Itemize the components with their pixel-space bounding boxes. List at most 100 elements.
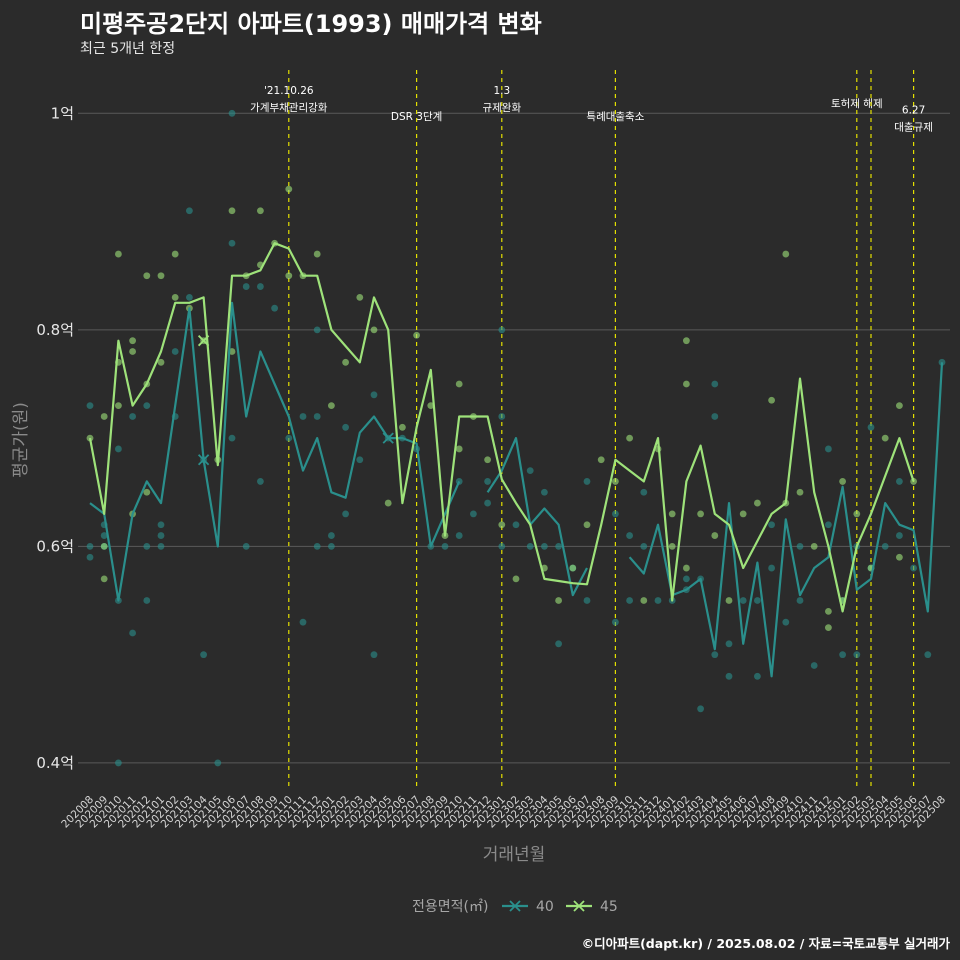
series-lines (88, 242, 944, 678)
legend-title: 전용면적(㎡) (412, 899, 488, 915)
grid-lines (78, 112, 950, 764)
series-line-40 (628, 362, 944, 678)
data-point (768, 521, 775, 529)
data-point (683, 337, 690, 345)
data-point (129, 413, 137, 420)
y-tick-label: 0.4억 (36, 754, 74, 772)
data-point (115, 445, 122, 453)
data-point (157, 272, 165, 280)
data-point (541, 488, 548, 496)
legend-key-x (509, 900, 521, 912)
data-point (470, 510, 477, 518)
data-point (668, 510, 676, 518)
data-point (853, 651, 861, 659)
data-point (413, 331, 420, 339)
data-point (612, 618, 619, 626)
data-point (129, 348, 137, 355)
data-point (739, 510, 747, 518)
data-point (257, 478, 264, 485)
data-point (115, 759, 122, 767)
data-point (768, 396, 775, 404)
data-point (115, 250, 122, 258)
data-point (796, 597, 804, 604)
data-point (186, 293, 193, 301)
data-point (711, 651, 719, 659)
event-label: 가계부채관리강화 (250, 102, 328, 114)
data-point (825, 624, 832, 631)
legend-key-x (573, 900, 585, 912)
data-point (370, 326, 378, 334)
series-line-45 (88, 242, 915, 613)
data-point (825, 445, 832, 453)
data-point (754, 597, 761, 604)
event-label: 대출규제 (894, 122, 933, 134)
data-point (924, 651, 932, 659)
data-point (725, 597, 733, 604)
data-point (725, 640, 733, 648)
data-point (782, 618, 790, 626)
data-point (356, 456, 364, 464)
data-point (626, 532, 633, 539)
data-point (115, 402, 122, 410)
data-point (640, 542, 648, 550)
data-point (825, 607, 832, 615)
data-point (129, 337, 137, 345)
data-point (200, 651, 208, 659)
data-point (100, 542, 108, 550)
data-point (427, 402, 435, 410)
series-line-40 (486, 437, 588, 597)
data-point (583, 597, 591, 604)
y-tick-label: 0.8억 (36, 321, 74, 339)
data-point (526, 467, 534, 475)
data-point (711, 380, 719, 388)
data-point (555, 597, 562, 604)
data-point (867, 423, 875, 431)
data-point (186, 207, 193, 215)
data-point (896, 553, 903, 561)
data-point (100, 532, 108, 539)
data-point (484, 478, 491, 485)
data-point (626, 434, 633, 442)
data-point (455, 380, 463, 388)
data-point (143, 542, 151, 550)
data-point (257, 283, 264, 290)
data-point (583, 478, 591, 485)
data-point (555, 542, 562, 550)
x-marker (197, 454, 210, 466)
data-point (143, 488, 151, 496)
data-point (839, 478, 846, 485)
data-point (853, 510, 861, 518)
data-point (512, 575, 520, 583)
data-point (370, 651, 378, 659)
data-point (342, 423, 349, 431)
data-point (512, 521, 520, 529)
data-point (541, 542, 548, 550)
data-point (342, 510, 349, 518)
data-point (143, 272, 151, 280)
data-point (796, 488, 804, 496)
data-point (810, 662, 818, 669)
data-point (285, 185, 293, 193)
data-point (328, 542, 335, 550)
data-point (384, 499, 392, 507)
data-point (313, 250, 321, 258)
data-point (825, 521, 832, 529)
data-point (214, 759, 222, 767)
data-point (313, 326, 321, 334)
data-point (228, 434, 236, 442)
data-point (328, 402, 335, 410)
data-point (157, 358, 165, 366)
data-point (683, 575, 690, 583)
x-axis-ticks: 2020082020092020102020112020122021012021… (59, 793, 948, 830)
data-point (100, 575, 108, 583)
data-point (782, 250, 790, 258)
data-point (569, 564, 577, 572)
event-label: 규제완화 (482, 101, 521, 114)
data-point (683, 380, 690, 388)
data-point (498, 326, 506, 334)
data-point (796, 542, 804, 550)
data-point (86, 542, 94, 550)
legend-label-40: 40 (536, 899, 554, 915)
data-point (839, 651, 846, 659)
